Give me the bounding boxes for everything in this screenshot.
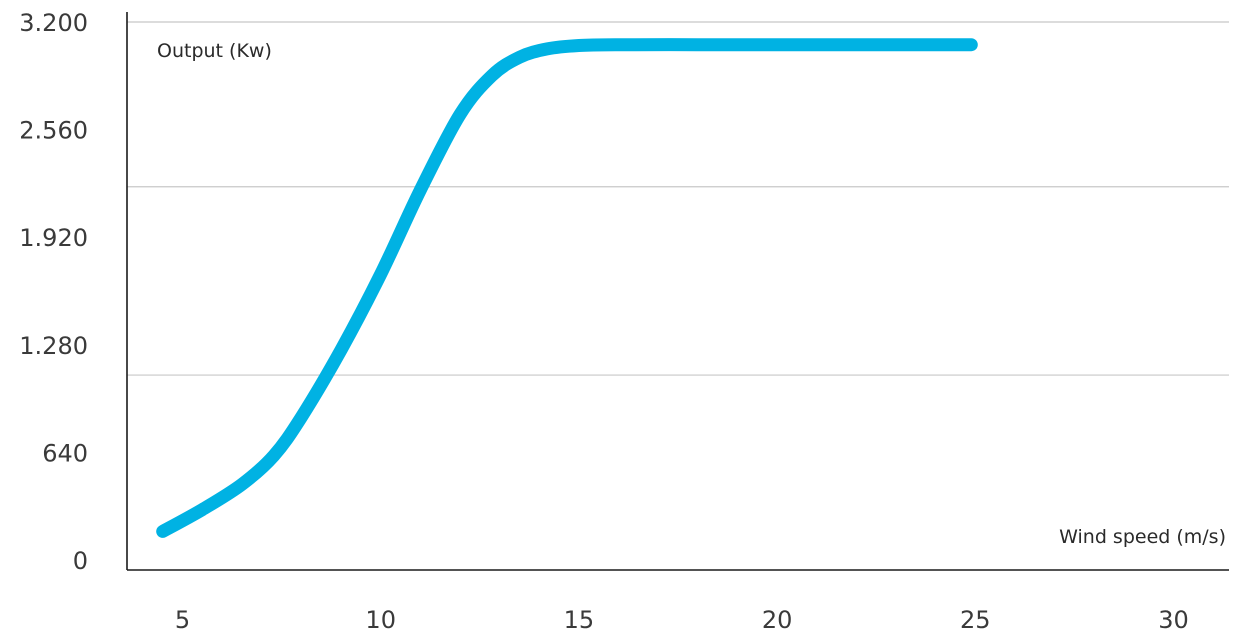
x-tick-label: 30: [1158, 606, 1189, 634]
y-tick-label: 1.280: [19, 332, 88, 360]
x-tick-label: 10: [365, 606, 396, 634]
power-curve-line: [156, 38, 978, 538]
series-layer: [156, 38, 978, 538]
x-axis-title: Wind speed (m/s): [1059, 526, 1226, 548]
y-tick-labels: 0 640 1.280 1.920 2.560 3.200: [19, 9, 88, 575]
y-tick-label: 2.560: [19, 117, 88, 145]
gridlines: [127, 21, 1229, 376]
y-tick-label: 640: [42, 439, 88, 467]
x-tick-label: 20: [762, 606, 793, 634]
x-tick-label: 5: [175, 606, 190, 634]
y-axis-title: Output (Kw): [157, 40, 272, 62]
axes: [126, 12, 1229, 571]
x-tick-label: 25: [960, 606, 991, 634]
y-tick-label: 0: [73, 547, 88, 575]
x-tick-labels: 5 10 15 20 25 30: [175, 606, 1189, 634]
y-tick-label: 1.920: [19, 224, 88, 252]
y-tick-label: 3.200: [19, 9, 88, 37]
x-tick-label: 15: [564, 606, 595, 634]
